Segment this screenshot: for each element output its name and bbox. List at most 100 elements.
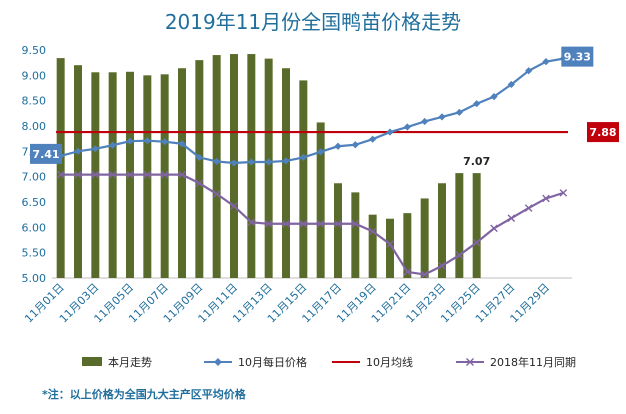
y-tick-label: 6.50 — [22, 196, 47, 209]
point — [195, 179, 204, 188]
y-tick-label: 8.50 — [22, 95, 47, 108]
bar — [143, 75, 152, 278]
axes: 5.005.506.006.507.007.508.008.509.009.50… — [22, 44, 572, 325]
point-stroke — [438, 262, 446, 270]
point — [126, 170, 134, 179]
line-series — [56, 55, 568, 279]
data-label-box — [30, 143, 62, 164]
y-tick-label: 6.00 — [22, 221, 47, 234]
point-stroke — [143, 170, 152, 179]
point — [542, 58, 550, 66]
bar — [282, 68, 290, 279]
data-label: 9.33 — [561, 46, 594, 67]
bar — [178, 68, 186, 279]
bar — [455, 173, 464, 278]
point — [91, 170, 100, 179]
point — [420, 270, 429, 279]
bar — [299, 80, 308, 279]
point — [403, 123, 411, 131]
point — [143, 137, 151, 145]
point — [108, 170, 117, 179]
point — [559, 189, 568, 197]
legend-item: 2018年11月同期 — [456, 355, 576, 369]
point-stroke — [334, 219, 342, 228]
point-stroke — [74, 170, 82, 179]
point-stroke — [230, 202, 238, 210]
series-line — [60, 57, 564, 165]
point-stroke — [490, 224, 498, 233]
point — [317, 148, 325, 156]
point-stroke — [264, 219, 273, 228]
point-stroke — [316, 219, 325, 228]
annotations: 7.41 9.33 7.88 7.07 — [30, 46, 619, 168]
legend-item: 本月走势 — [82, 355, 152, 369]
point — [334, 142, 342, 150]
point — [230, 202, 238, 210]
legend-item: 10月均线 — [332, 355, 413, 369]
point — [126, 137, 134, 145]
bar — [420, 198, 429, 278]
point-stroke — [160, 170, 169, 179]
bar — [438, 183, 446, 278]
point — [247, 158, 255, 166]
point-stroke — [126, 170, 134, 179]
bar — [351, 192, 360, 278]
y-tick-label: 9.00 — [22, 69, 47, 82]
point — [490, 93, 498, 101]
bar — [472, 173, 481, 278]
bar — [316, 122, 325, 278]
point — [143, 170, 152, 179]
point-stroke — [524, 204, 533, 212]
bar — [74, 65, 82, 278]
point — [507, 80, 515, 89]
point-stroke — [247, 218, 256, 227]
point — [386, 128, 394, 136]
point — [213, 157, 221, 166]
point-stroke — [299, 219, 308, 228]
point-stroke — [368, 227, 377, 236]
point-stroke — [420, 270, 429, 279]
point — [160, 170, 169, 179]
point-stroke — [351, 219, 360, 228]
point — [91, 145, 99, 153]
point-stroke — [195, 179, 204, 188]
legend-label: 10月每日价格 — [238, 355, 307, 369]
legend-item: 10月每日价格 — [204, 355, 307, 369]
data-label-box — [587, 122, 619, 143]
data-label-box — [561, 46, 594, 67]
data-label-text: 7.41 — [32, 148, 59, 161]
point — [473, 100, 481, 108]
point — [438, 113, 446, 121]
point — [351, 219, 360, 228]
bar — [386, 218, 394, 278]
point — [386, 240, 394, 248]
point-stroke — [507, 214, 516, 223]
bar — [334, 183, 342, 278]
y-tick-label: 7.00 — [22, 171, 47, 184]
point — [74, 147, 82, 155]
bar — [368, 214, 377, 278]
data-label-text: 9.33 — [564, 51, 591, 64]
legend-label: 10月均线 — [366, 355, 413, 369]
point — [212, 190, 221, 198]
bar — [264, 58, 273, 278]
point-stroke — [559, 189, 568, 197]
point — [472, 238, 481, 247]
point-stroke — [178, 170, 186, 179]
point-stroke — [386, 240, 394, 248]
point — [438, 262, 446, 270]
bar — [195, 60, 204, 279]
legend-swatch — [82, 357, 102, 366]
series-line — [60, 173, 564, 276]
legend-label: 2018年11月同期 — [490, 355, 576, 369]
bar — [403, 213, 412, 278]
point — [265, 158, 273, 166]
point — [507, 214, 516, 223]
point — [455, 251, 464, 259]
data-label-text: 7.07 — [463, 155, 490, 168]
point — [455, 108, 463, 116]
point — [368, 227, 377, 236]
point — [264, 219, 273, 228]
